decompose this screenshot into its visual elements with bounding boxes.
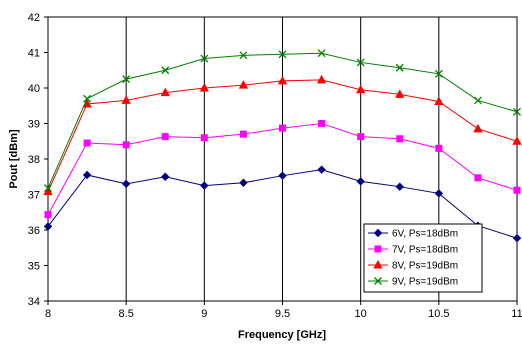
series-4-point-stroke-b <box>278 50 287 59</box>
legend-swatch-marker <box>374 277 382 285</box>
legend-swatch-marker <box>373 228 383 238</box>
series-1-point <box>239 178 248 187</box>
series-4-point <box>395 63 404 72</box>
y-tick-label: 42 <box>28 12 40 24</box>
series-4-point-stroke-b <box>473 96 482 105</box>
y-tick-label: 41 <box>28 48 40 60</box>
series-2-point <box>83 139 91 147</box>
series-2-point <box>435 144 443 152</box>
series-4-point-stroke-b <box>317 49 326 58</box>
series-4-point <box>161 66 170 75</box>
x-tick-label: 10 <box>355 308 367 320</box>
legend-swatch-marker <box>373 259 383 269</box>
x-tick-label: 11 <box>511 308 522 320</box>
series-3-point <box>238 80 249 89</box>
series-2-point <box>200 134 208 142</box>
series-4-point <box>122 75 131 84</box>
series-1-point <box>200 181 209 190</box>
y-tick-label: 38 <box>28 154 40 166</box>
series-4-point-stroke-b <box>356 58 365 67</box>
legend: 6V, Ps=18dBm 7V, Ps=18dBm 8V, Ps=19dBm 9V, … <box>363 223 483 293</box>
series-4-point <box>356 58 365 67</box>
series-4-point <box>239 51 248 60</box>
series-group <box>43 49 522 243</box>
series-1-point <box>434 189 444 198</box>
series-4-point-stroke-b <box>513 107 521 116</box>
series-2-point <box>279 124 286 132</box>
series-3-point <box>160 87 170 97</box>
legend-swatch-marker-stroke-b <box>374 277 382 285</box>
series-4-point <box>513 107 521 116</box>
series-4-point <box>200 54 209 63</box>
series-4-point <box>278 50 287 59</box>
series-3-point <box>121 95 131 104</box>
series-1-point <box>43 222 53 231</box>
x-tick-label: 9 <box>201 308 207 320</box>
series-4-point-stroke-b <box>239 51 248 60</box>
series-4-point-stroke-b <box>395 63 404 72</box>
x-tick-label: 8.5 <box>119 308 134 320</box>
series-3-point <box>356 84 366 94</box>
series-3-point <box>434 96 444 105</box>
series-3-point <box>473 123 483 133</box>
x-tick-label: 8 <box>45 308 51 320</box>
series-3-point <box>395 89 405 98</box>
x-axis-ticks: 8 8.5 9 9.5 10 10.5 11 <box>45 301 522 320</box>
series-1-point <box>82 170 92 180</box>
series-4-point <box>473 96 482 105</box>
series-4-point-stroke-b <box>161 66 170 75</box>
series-1-point <box>395 182 404 191</box>
x-axis-title: Frequency [GHz] <box>238 329 326 341</box>
y-tick-label: 37 <box>28 190 40 202</box>
series-1-point <box>161 172 170 181</box>
legend-label: 6V, Ps=18dBm <box>392 229 458 240</box>
series-3-point <box>316 74 327 84</box>
y-axis-ticks: 34 35 36 37 38 39 40 41 42 <box>28 12 48 308</box>
y-tick-label: 36 <box>28 225 40 237</box>
series-2-point <box>239 130 247 138</box>
series-1-point <box>121 179 131 189</box>
series-3-point <box>512 136 522 145</box>
y-tick-label: 39 <box>28 119 40 131</box>
y-axis-title: Pout [dBm] <box>8 129 20 189</box>
series-2-point <box>474 174 482 182</box>
series-2-point <box>357 133 365 141</box>
series-2-point <box>318 120 326 127</box>
series-4-point-stroke-b <box>200 54 209 63</box>
series-2-point <box>122 141 130 149</box>
series-1-point <box>512 233 522 243</box>
y-tick-label: 34 <box>28 296 40 308</box>
legend-label: 8V, Ps=19dBm <box>392 261 458 272</box>
y-tick-label: 35 <box>28 261 40 273</box>
series-4-point <box>317 49 326 58</box>
series-2-point <box>161 133 169 141</box>
x-tick-label: 9.5 <box>275 308 290 320</box>
series-3-point <box>277 75 288 85</box>
series-4-point <box>83 94 92 103</box>
series-4-point-stroke-b <box>122 75 131 84</box>
x-tick-label: 10.5 <box>428 308 449 320</box>
series-2-point <box>513 186 521 194</box>
series-3-point <box>43 186 53 196</box>
grid-lines <box>125 17 440 301</box>
series-4-point <box>44 184 52 193</box>
series-2-point <box>396 135 404 143</box>
series-4-point-stroke-b <box>434 69 443 78</box>
legend-label: 9V, Ps=19dBm <box>392 277 458 288</box>
series-4-point-stroke-b <box>83 94 92 103</box>
y-tick-label: 40 <box>28 83 40 95</box>
series-1-point <box>317 165 326 174</box>
legend-swatch-marker <box>374 245 382 253</box>
series-4-point <box>434 69 443 78</box>
series-4-point-stroke-b <box>44 184 52 193</box>
series-2-point <box>44 211 52 219</box>
series-1-point <box>356 177 365 186</box>
legend-label: 7V, Ps=18dBm <box>392 245 458 256</box>
series-3-point <box>199 82 209 92</box>
series-1-point <box>278 171 287 180</box>
